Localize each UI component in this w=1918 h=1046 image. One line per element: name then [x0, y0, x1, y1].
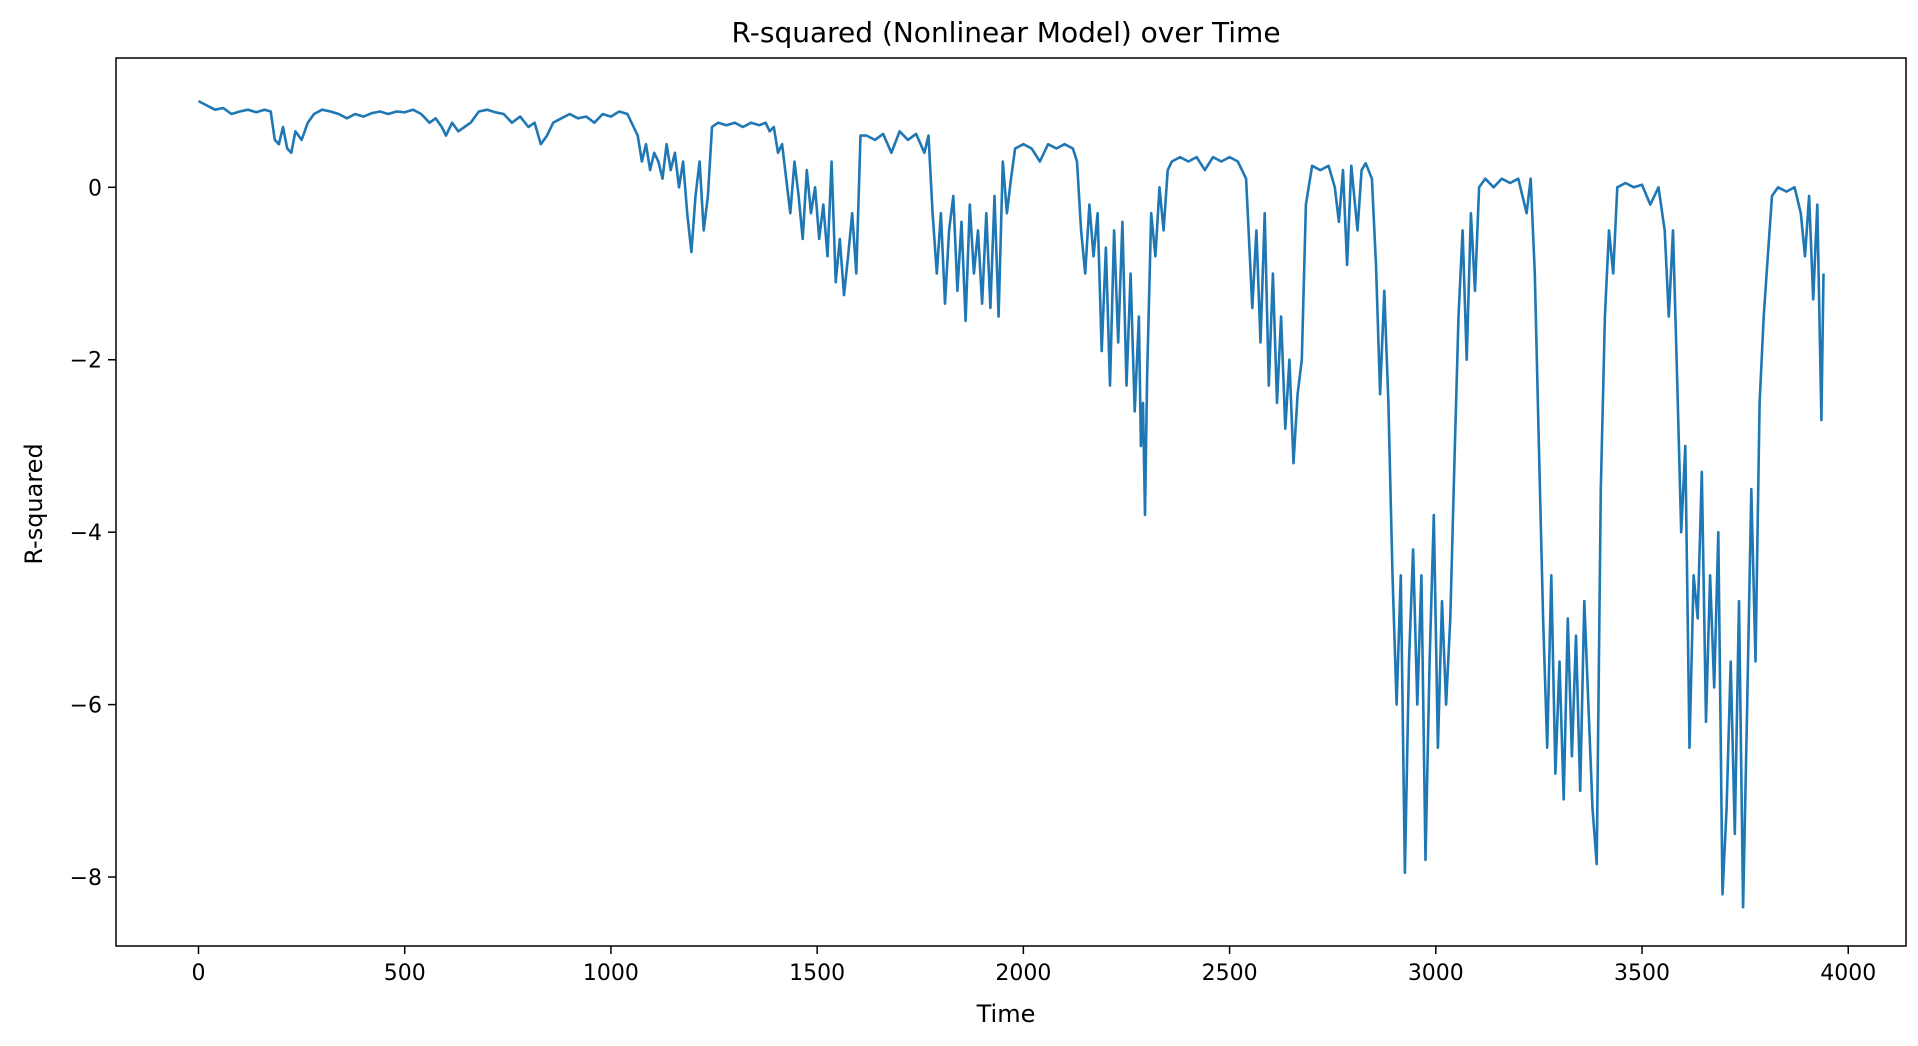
- y-tick-label: −8: [70, 866, 102, 891]
- y-tick-label: −6: [70, 694, 102, 719]
- x-tick-label: 0: [191, 961, 205, 986]
- plot-area: [115, 57, 1907, 947]
- x-tick-label: 1000: [583, 961, 639, 986]
- x-tick-label: 3500: [1614, 961, 1670, 986]
- y-tick-label: −2: [70, 349, 102, 374]
- y-tick-label: −4: [70, 521, 102, 546]
- chart-title: R-squared (Nonlinear Model) over Time: [731, 16, 1280, 49]
- x-axis-label: Time: [976, 1000, 1036, 1028]
- x-tick-label: 3000: [1408, 961, 1464, 986]
- x-axis: 0 500 1000 1500 2000 2500 3000 3500 4000: [191, 946, 1876, 986]
- y-axis-label: R-squared: [20, 443, 48, 564]
- x-tick-label: 4000: [1820, 961, 1876, 986]
- x-tick-label: 500: [384, 961, 426, 986]
- y-tick-label: 0: [88, 176, 102, 201]
- x-tick-label: 2000: [995, 961, 1051, 986]
- x-tick-label: 2500: [1202, 961, 1258, 986]
- x-tick-label: 1500: [789, 961, 845, 986]
- series-line: [197, 99, 1825, 909]
- axes-frame: [115, 57, 1907, 947]
- y-axis: 0 −2 −4 −6 −8: [70, 176, 116, 891]
